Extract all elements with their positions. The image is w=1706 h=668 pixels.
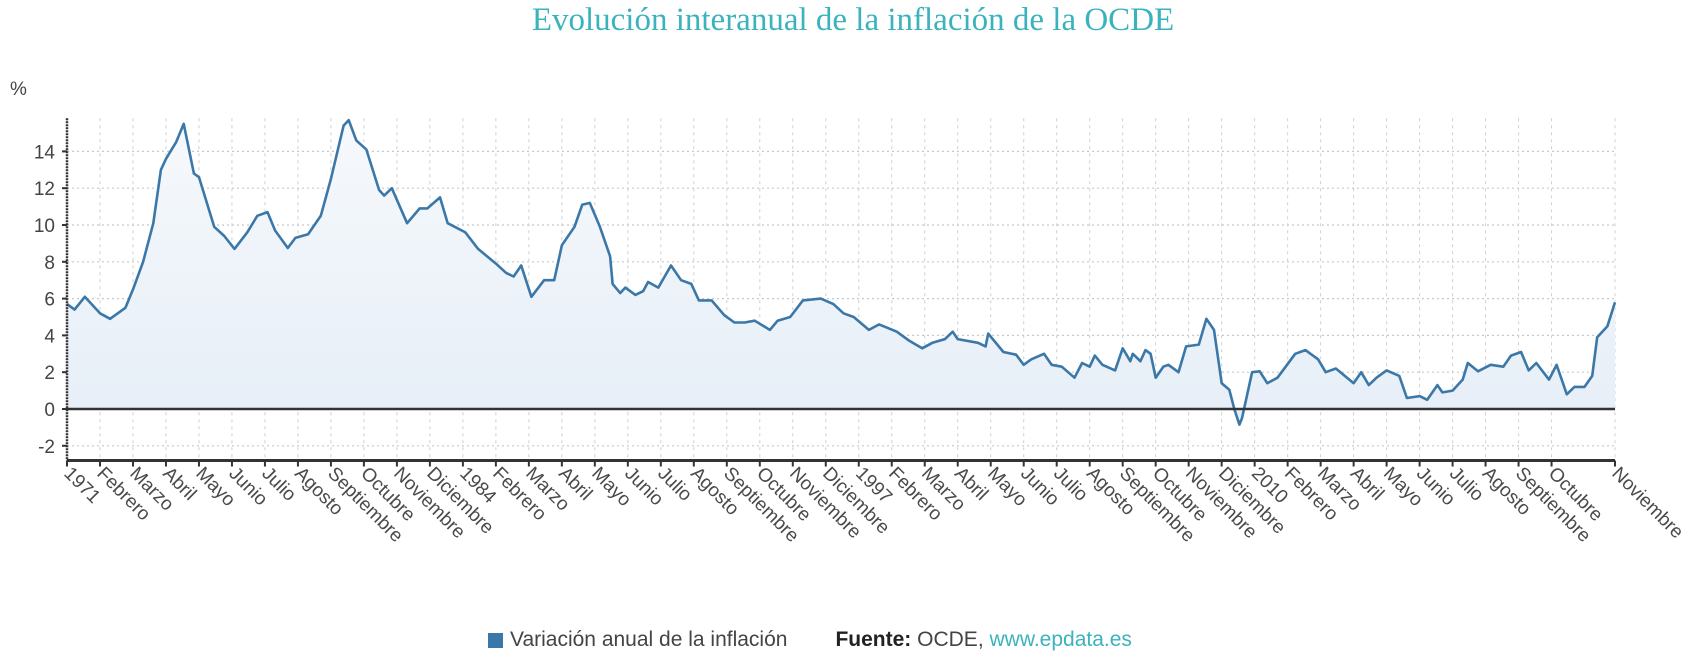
y-tick-label: 10 [34,216,55,237]
source-link[interactable]: www.epdata.es [989,628,1132,651]
y-tick-label: 0 [44,400,55,421]
grid [66,118,1616,461]
x-tick-label: Noviembre [1607,463,1687,543]
y-tick-label: 6 [44,290,55,311]
area-layer [66,118,1617,426]
source-label: Fuente: [835,628,912,651]
y-tick-label: 12 [34,179,55,200]
y-tick-label: 14 [34,142,56,163]
source-text: OCDE, [917,628,984,651]
legend-swatch-icon [488,632,503,648]
y-tick-label: 8 [44,253,55,274]
legend-label[interactable]: Variación anual de la inflación [510,628,788,651]
y-tick-label: -2 [38,437,55,458]
y-tick-label: 2 [44,363,55,384]
y-tick-label: 4 [44,326,55,347]
chart-title: Evolución interanual de la inflación de … [531,2,1175,38]
y-axis-unit-label: % [10,79,27,100]
axes [65,118,1615,463]
legend: Variación anual de la inflación Fuente: … [488,628,1132,652]
area-fill [67,120,1615,425]
series-line [66,118,1617,426]
source-note: Fuente: OCDE, www.epdata.es [835,628,1131,652]
y-axis: -2 0 2 4 6 8 10 12 14 [34,142,67,458]
x-tick-label: 1971 [59,463,104,508]
x-axis: 1971FebreroMarzoAbrilMayoJunioJulioAgost… [59,460,1687,547]
